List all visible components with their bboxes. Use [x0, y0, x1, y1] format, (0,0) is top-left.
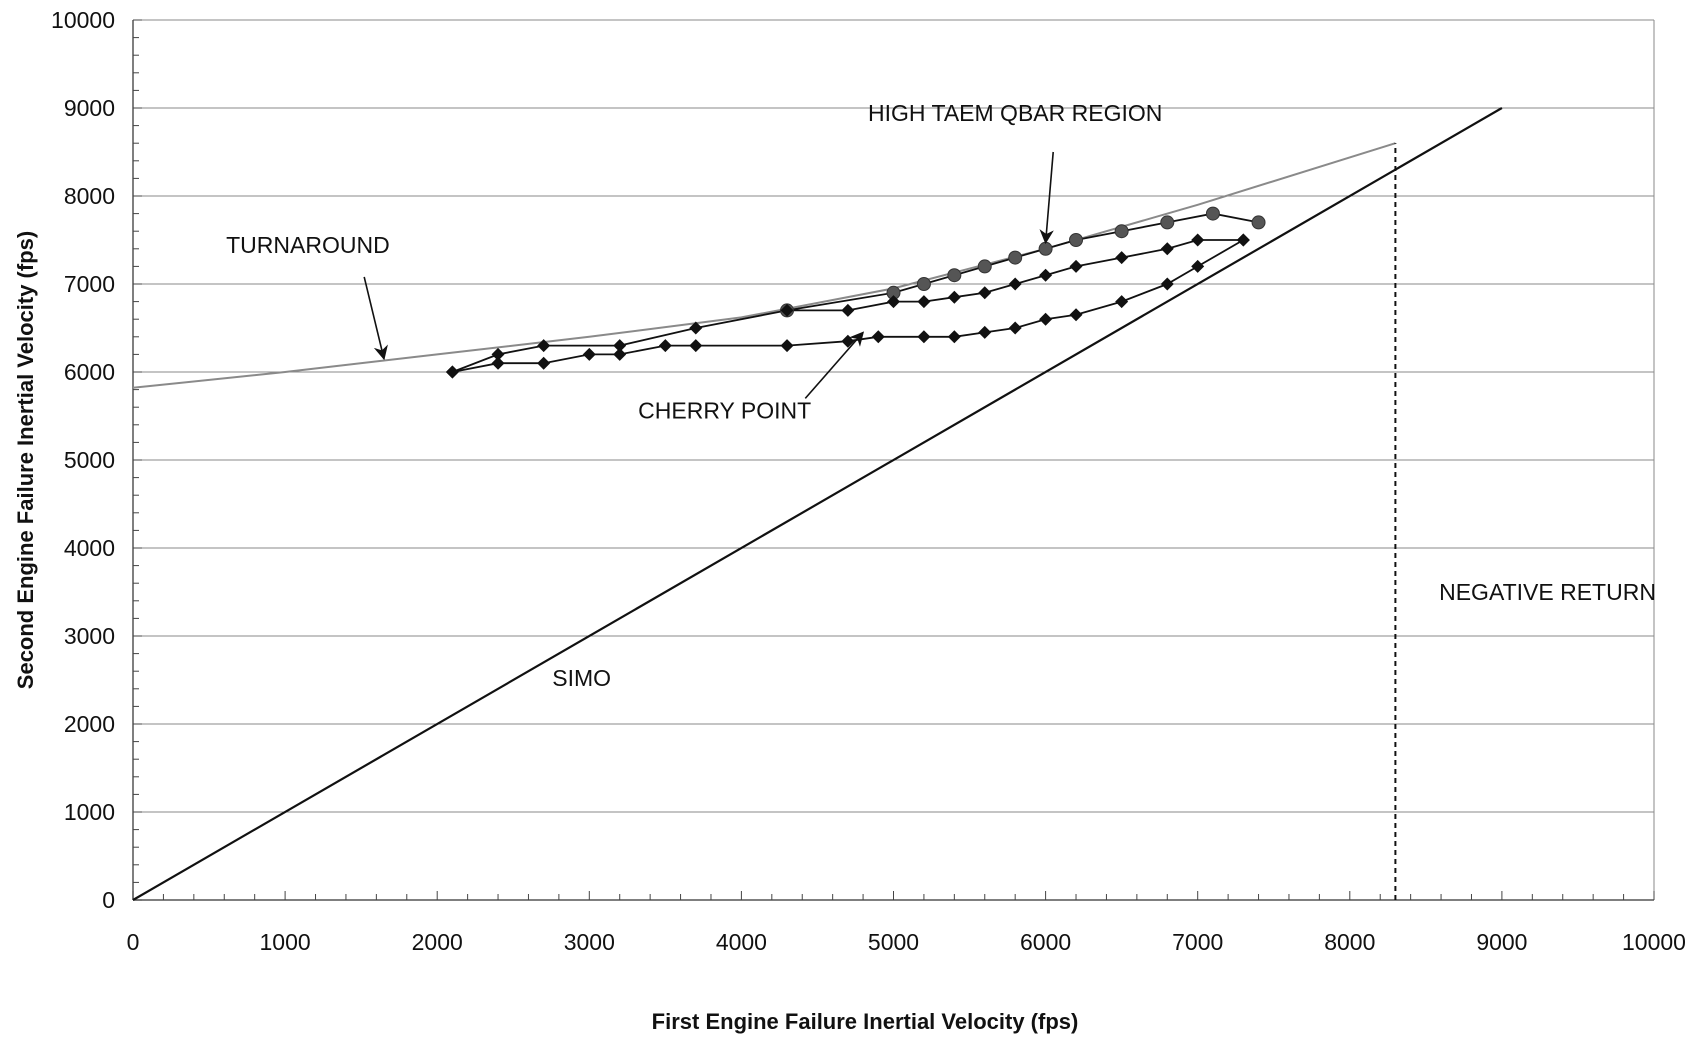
series-5-point [1008, 321, 1022, 335]
series-3-point [947, 268, 962, 283]
series-4-point [947, 290, 961, 304]
y-tick-label-1000: 1000 [64, 799, 115, 825]
series-5-point [445, 365, 459, 379]
series-5-point [978, 325, 992, 339]
annotation-label: SIMO [552, 665, 611, 691]
series-5-point [917, 330, 931, 344]
annotation-label: NEGATIVE RETURN [1439, 579, 1656, 605]
series-5-point [947, 330, 961, 344]
series-5-point [582, 347, 596, 361]
series-3-point [1008, 250, 1023, 265]
y-tick-label-8000: 8000 [64, 183, 115, 209]
tick-labels: 0 1000 2000 3000 4000 5000 6000 7000 8000 9000 100… [51, 7, 1686, 955]
y-axis-title: Second Engine Failure Inertial Velocity … [13, 231, 38, 689]
series-5-point [491, 356, 505, 370]
series-4-point [1039, 268, 1053, 282]
x-tick-label-0: 0 [127, 929, 140, 955]
series-4-point [1160, 242, 1174, 256]
series-4-point [689, 321, 703, 335]
series-5-point [537, 356, 551, 370]
y-tick-label-7000: 7000 [64, 271, 115, 297]
series-4-point [1191, 233, 1205, 247]
series-5-point [613, 347, 627, 361]
series-3-point [1069, 233, 1084, 247]
series-4-point [917, 295, 931, 309]
series-0-line [132, 107, 1503, 901]
series-5-point [1115, 295, 1129, 309]
series-3-point [1251, 215, 1266, 230]
x-tick-label-2000: 2000 [412, 929, 463, 955]
x-tick-label-4000: 4000 [716, 929, 767, 955]
series-4-point [1115, 251, 1129, 265]
series-3-point [1114, 224, 1129, 239]
x-axis-title: First Engine Failure Inertial Velocity (… [652, 1009, 1079, 1034]
series-5-point [689, 339, 703, 353]
series-4-point [1069, 259, 1083, 273]
series-4-point [841, 303, 855, 317]
x-tick-label-10000: 10000 [1622, 929, 1686, 955]
series-4-point [978, 286, 992, 300]
series-4-point [1008, 277, 1022, 291]
annotation-arrow [1039, 151, 1055, 245]
y-tick-label-2000: 2000 [64, 711, 115, 737]
annotation-label: TURNAROUND [226, 232, 390, 258]
series-5-point [1160, 277, 1174, 291]
series-4-point [613, 339, 627, 353]
y-tick-label-0: 0 [102, 887, 115, 913]
series-5-point [871, 330, 885, 344]
series-4-point [491, 347, 505, 361]
annotation-arrow [804, 331, 865, 399]
series-4-point [780, 303, 794, 317]
series-3-point [1205, 206, 1220, 221]
x-tick-label-7000: 7000 [1172, 929, 1223, 955]
series-3-point [977, 259, 992, 274]
series-5-point [1191, 259, 1205, 273]
x-tick-label-3000: 3000 [564, 929, 615, 955]
series-5-point [1069, 308, 1083, 322]
y-tick-label-3000: 3000 [64, 623, 115, 649]
grid [133, 19, 1654, 813]
x-tick-label-9000: 9000 [1476, 929, 1527, 955]
series-3-point [916, 277, 931, 291]
axes [132, 19, 1655, 901]
series-4-point [537, 339, 551, 353]
series-4-line [452, 239, 1244, 373]
x-tick-label-8000: 8000 [1324, 929, 1375, 955]
series-5-point [1039, 312, 1053, 326]
series-3-point [1038, 241, 1053, 256]
series-4-point [887, 295, 900, 309]
annotations: HIGH TAEM QBAR REGION TURNAROUND CHERRY PO… [226, 100, 1656, 691]
series-1-line [132, 142, 1396, 389]
annotation-label: HIGH TAEM QBAR REGION [868, 100, 1162, 126]
series-5-point [780, 339, 794, 353]
x-tick-label-6000: 6000 [1020, 929, 1071, 955]
y-tick-label-6000: 6000 [64, 359, 115, 385]
y-tick-label-5000: 5000 [64, 447, 115, 473]
annotation-label: CHERRY POINT [638, 398, 811, 424]
series-3-point [1160, 215, 1175, 230]
annotation-arrow [363, 276, 388, 361]
series-5-point [1236, 233, 1250, 247]
y-tick-label-10000: 10000 [51, 7, 115, 33]
y-tick-label-9000: 9000 [64, 95, 115, 121]
x-tick-label-5000: 5000 [868, 929, 919, 955]
x-tick-label-1000: 1000 [260, 929, 311, 955]
series-markers [445, 206, 1266, 379]
y-tick-label-4000: 4000 [64, 535, 115, 561]
series-5-point [658, 339, 672, 353]
